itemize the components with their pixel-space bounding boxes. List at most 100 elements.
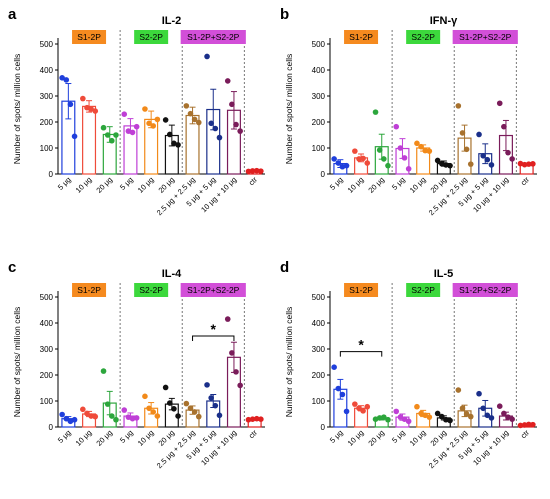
- data-point: [521, 422, 528, 428]
- data-point: [352, 401, 358, 407]
- data-point: [216, 134, 223, 141]
- data-point: [376, 147, 383, 153]
- data-point: [245, 416, 252, 423]
- y-tick-label: 300: [312, 92, 326, 101]
- x-tick-label: 5 μg: [328, 175, 345, 192]
- data-point: [356, 405, 362, 412]
- chart-title: IL-5: [434, 268, 454, 280]
- data-point: [484, 412, 491, 419]
- data-point: [414, 140, 420, 147]
- data-point: [496, 100, 503, 107]
- group-badge-box: [72, 30, 107, 44]
- data-point: [187, 405, 194, 412]
- data-point: [509, 156, 515, 162]
- data-point: [530, 421, 536, 428]
- data-point: [208, 395, 214, 401]
- x-tick-label: 5 μg: [390, 175, 407, 192]
- significance-label: *: [358, 337, 364, 353]
- y-axis-label: Number of spots/ million cells: [284, 54, 294, 165]
- data-point: [414, 403, 420, 410]
- data-point: [104, 401, 111, 407]
- data-point: [364, 403, 371, 410]
- data-point: [455, 387, 462, 393]
- data-point: [187, 110, 194, 117]
- data-point: [364, 160, 371, 166]
- group-badge-box: [134, 30, 169, 44]
- data-point: [237, 128, 243, 134]
- data-point: [175, 413, 181, 419]
- data-point: [121, 407, 128, 413]
- data-point: [521, 161, 528, 168]
- data-point: [459, 405, 466, 412]
- group-badge-label: S1-2P: [349, 32, 373, 42]
- data-point: [129, 415, 136, 422]
- panel-label: d: [280, 259, 289, 276]
- x-tick-label: 20 μg: [366, 175, 386, 195]
- data-point: [63, 77, 70, 83]
- data-point: [191, 409, 198, 415]
- data-point: [505, 149, 511, 156]
- data-point: [343, 162, 350, 169]
- x-tick-label: 5 μg: [328, 428, 345, 445]
- chart-title: IL-2: [162, 15, 182, 27]
- data-point: [476, 390, 482, 397]
- y-axis-label: Number of spots/ million cells: [12, 54, 22, 165]
- group-badge-box: [180, 283, 246, 297]
- data-point: [150, 409, 157, 415]
- data-point: [488, 162, 495, 168]
- chart-panel-a: a IL-2 Number of spots/ million cells 0 100 2…: [8, 6, 265, 217]
- group-badge-label: S1-2P+S2-2P: [187, 32, 240, 42]
- panel-label: c: [8, 259, 16, 276]
- data-point: [525, 421, 532, 428]
- group-badge-box: [344, 283, 379, 297]
- group-badge-label: S2-2P: [139, 32, 163, 42]
- data-point: [109, 413, 115, 419]
- chart-panel-c: c IL-4 Number of spots/ million cells 0 100 2…: [8, 259, 265, 470]
- y-tick-label: 200: [40, 371, 54, 380]
- x-tick-label: ctr: [519, 175, 532, 188]
- data-point: [258, 168, 264, 174]
- x-tick-label: 5 μg: [56, 428, 73, 445]
- data-point: [142, 106, 148, 112]
- data-point: [150, 123, 157, 129]
- data-point: [335, 385, 342, 392]
- y-tick-label: 0: [49, 170, 54, 179]
- data-point: [191, 116, 198, 123]
- data-point: [162, 384, 169, 391]
- data-point: [183, 400, 190, 407]
- data-point: [88, 413, 94, 419]
- data-point: [92, 108, 99, 114]
- y-tick-label: 100: [312, 397, 326, 406]
- data-point: [162, 117, 169, 123]
- data-point: [480, 405, 486, 412]
- data-point: [249, 168, 256, 174]
- x-tick-label: ctr: [519, 428, 532, 441]
- y-tick-label: 0: [321, 170, 326, 179]
- data-point: [443, 162, 449, 168]
- data-point: [63, 415, 70, 422]
- group-badge-box: [452, 30, 518, 44]
- data-point: [146, 120, 152, 127]
- data-point: [154, 116, 161, 123]
- data-point: [59, 411, 65, 418]
- x-tick-label: 20 μg: [94, 428, 114, 448]
- y-tick-label: 0: [321, 423, 326, 432]
- data-point: [80, 406, 86, 413]
- data-point: [447, 417, 453, 424]
- data-point: [212, 125, 219, 132]
- data-point: [352, 148, 358, 154]
- x-tick-label: 5 μg: [118, 428, 135, 445]
- data-point: [146, 405, 152, 412]
- data-point: [204, 382, 210, 388]
- data-point: [447, 162, 453, 169]
- data-point: [67, 101, 74, 108]
- x-tick-label: 5 μg: [56, 175, 73, 192]
- y-tick-label: 500: [312, 40, 326, 49]
- data-point: [71, 416, 78, 423]
- data-point: [476, 131, 482, 138]
- group-badge-label: S1-2P+S2-2P: [187, 285, 240, 295]
- significance-bracket: [339, 351, 383, 357]
- data-point: [258, 416, 264, 422]
- x-tick-label: 10 μg: [346, 428, 366, 448]
- data-point: [467, 413, 474, 420]
